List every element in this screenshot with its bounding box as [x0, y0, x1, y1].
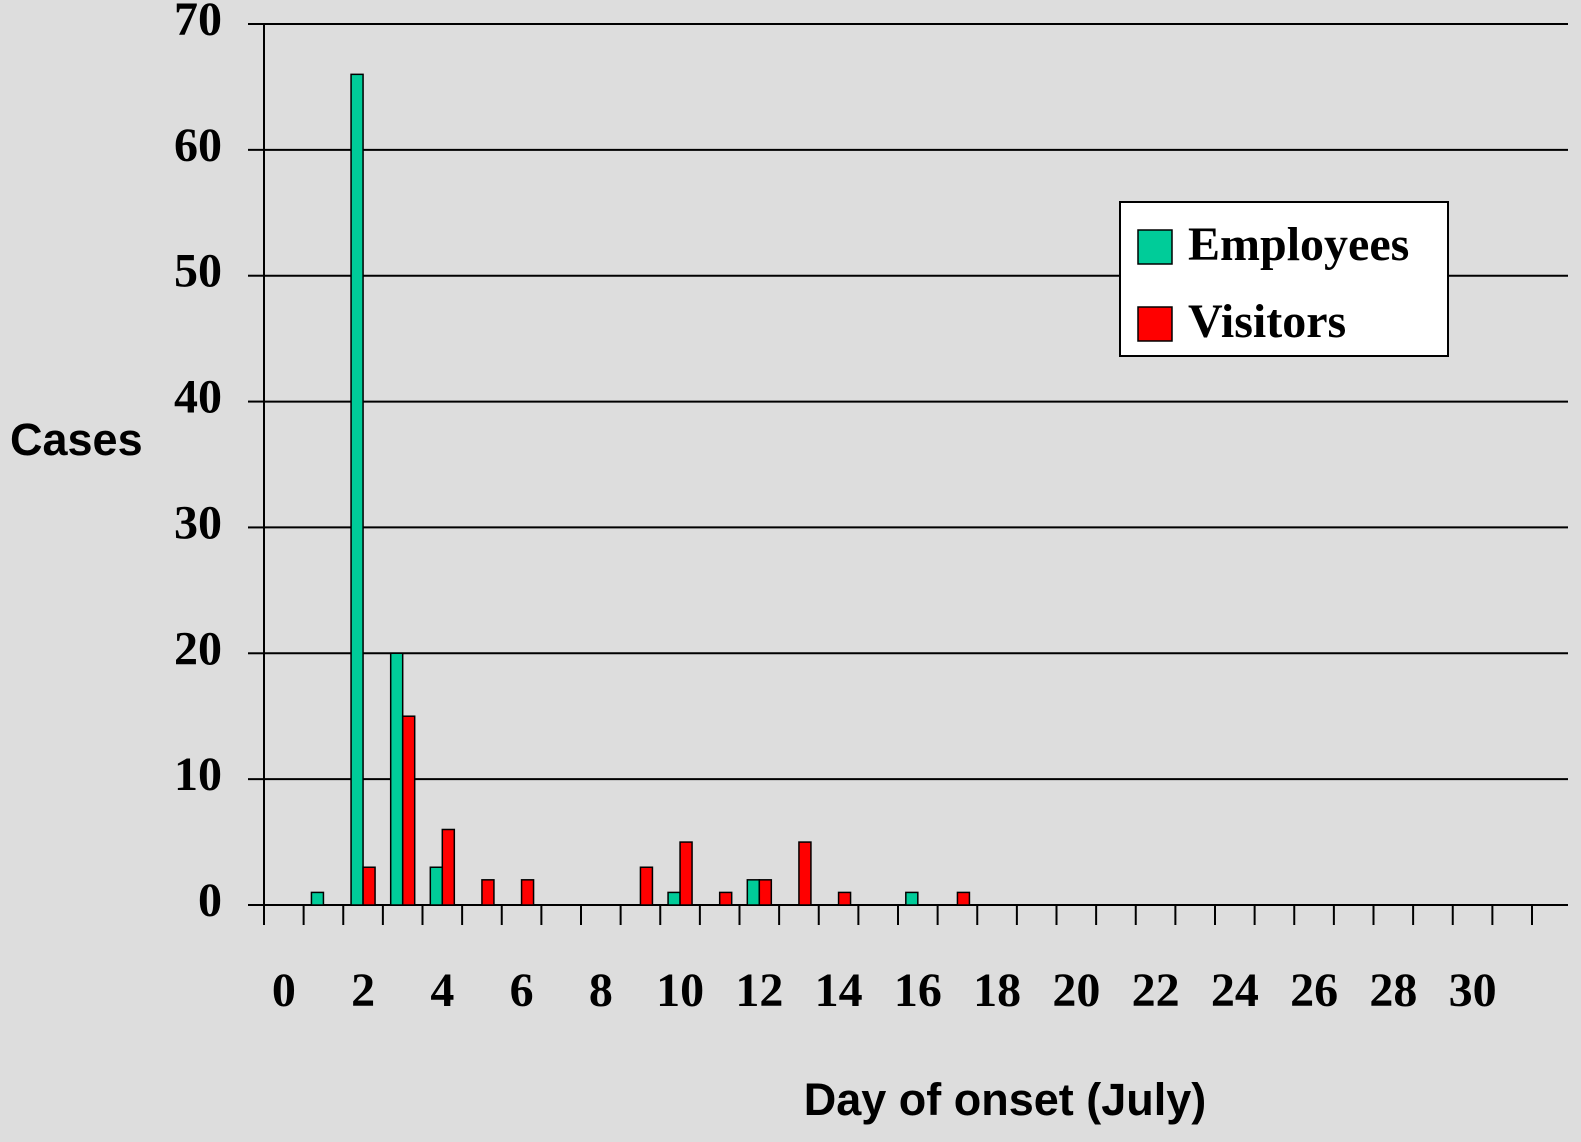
bar — [481, 879, 495, 906]
bar — [837, 891, 852, 906]
bar — [429, 866, 444, 906]
x-tick-label: 24 — [1211, 964, 1259, 1017]
y-tick-label: 0 — [198, 874, 222, 927]
bar — [679, 841, 693, 906]
x-tick-label: 6 — [510, 964, 534, 1017]
y-tick-label: 40 — [174, 371, 222, 424]
y-tick-label: 10 — [174, 748, 222, 801]
bar — [798, 841, 812, 906]
x-tick-label: 4 — [430, 964, 454, 1017]
x-tick-label: 16 — [894, 964, 942, 1017]
x-tick-label: 26 — [1290, 964, 1338, 1017]
bar — [746, 879, 761, 906]
bar — [362, 866, 376, 906]
y-tick-label: 30 — [174, 496, 222, 549]
x-tick-label: 10 — [656, 964, 704, 1017]
x-tick-label: 22 — [1132, 964, 1180, 1017]
bar — [389, 652, 404, 906]
y-axis-label: Cases — [10, 414, 143, 465]
bar — [441, 828, 456, 906]
x-tick-label: 20 — [1052, 964, 1100, 1017]
legend-label: Employees — [1188, 218, 1409, 271]
bar — [639, 866, 654, 906]
bar — [667, 891, 681, 906]
x-axis-label: Day of onset (July) — [804, 1074, 1207, 1125]
bar — [905, 891, 919, 906]
bar — [401, 715, 416, 906]
x-tick-label: 28 — [1369, 964, 1417, 1017]
bar — [310, 891, 325, 906]
legend-swatch — [1137, 306, 1173, 342]
legend-swatch — [1137, 229, 1173, 265]
legend-label: Visitors — [1188, 295, 1346, 348]
y-tick-label: 50 — [174, 245, 222, 298]
y-tick-label: 70 — [174, 0, 222, 46]
x-tick-label: 0 — [272, 964, 296, 1017]
legend-box — [1119, 201, 1449, 357]
x-tick-label: 12 — [735, 964, 783, 1017]
x-tick-label: 30 — [1449, 964, 1497, 1017]
x-tick-label: 14 — [815, 964, 863, 1017]
bar — [520, 879, 535, 906]
x-tick-label: 18 — [973, 964, 1021, 1017]
x-tick-label: 8 — [589, 964, 613, 1017]
bar — [758, 879, 773, 906]
x-tick-label: 2 — [351, 964, 375, 1017]
bar — [718, 891, 733, 906]
y-tick-label: 60 — [174, 119, 222, 172]
bar — [350, 73, 364, 906]
y-tick-label: 20 — [174, 622, 222, 675]
bar — [956, 891, 971, 906]
